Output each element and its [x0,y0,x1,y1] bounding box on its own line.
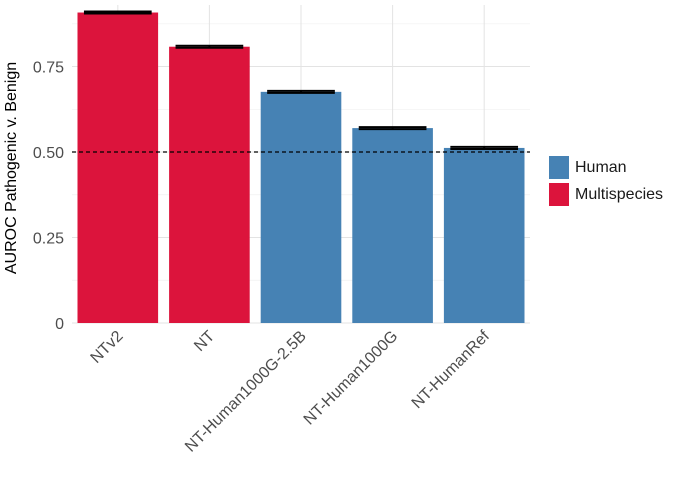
legend-item-human: Human [549,154,663,181]
legend-label-multispecies: Multispecies [575,185,664,203]
legend-swatch-multispecies [549,183,569,206]
bar-nt-human1000g-2-5b [260,91,342,323]
legend-label-human: Human [575,158,627,176]
bar-nt-humanref [443,147,525,323]
y-axis-ticks: 0 0.25 0.50 0.75 [33,60,64,333]
error-bars [83,10,519,150]
error-bar [267,89,335,94]
x-tick-label: NT [191,328,218,355]
error-bar [450,145,519,150]
x-tick-label: NTv2 [88,328,127,367]
legend-swatch-human [549,156,569,179]
bars [77,12,525,324]
y-tick-label: 0.50 [33,145,64,162]
bar-nt-human1000g [352,128,433,323]
y-tick-label: 0 [55,316,64,333]
error-bar [83,10,152,15]
x-tick-label: NT-Human1000G [301,328,402,429]
legend-item-multispecies: Multispecies [549,181,663,208]
bar-nt [169,46,250,324]
y-tick-label: 0.75 [33,60,64,77]
x-tick-label: NT-HumanRef [409,327,494,412]
error-bar [358,126,427,131]
y-axis-label: AUROC Pathogenic v. Benign [3,62,20,274]
legend: Human Multispecies [549,154,663,208]
error-bar [175,44,244,49]
bar-ntv2 [77,12,159,323]
y-tick-label: 0.25 [33,231,64,248]
